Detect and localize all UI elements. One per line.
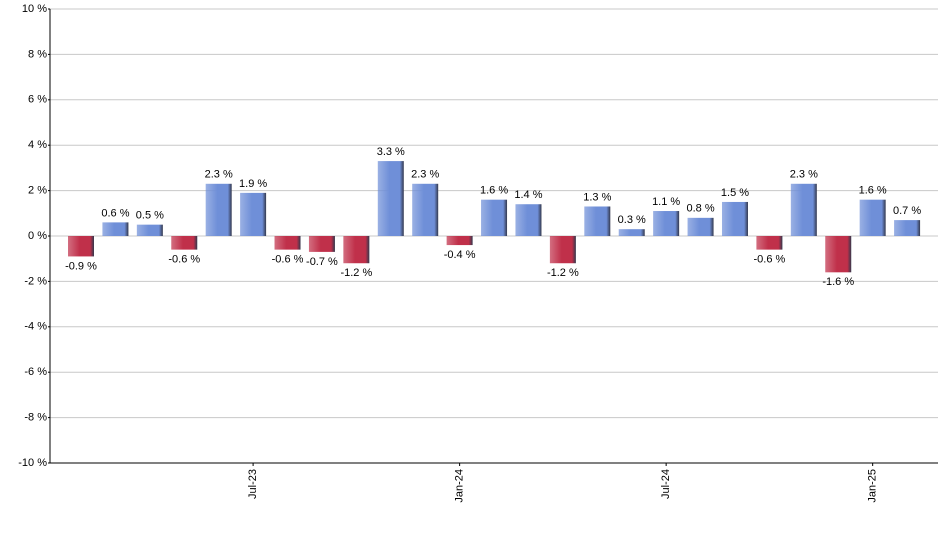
bar: [618, 229, 645, 236]
value-label: -0.9 %: [65, 260, 97, 272]
value-label: 1.1 %: [652, 196, 680, 208]
value-label: 1.6 %: [480, 185, 508, 197]
bar: [68, 236, 94, 257]
y-tick-label: 6 %: [28, 94, 47, 106]
bar: [308, 236, 335, 252]
bar: [412, 183, 439, 236]
value-label: 2.3 %: [411, 169, 439, 181]
value-label: 1.3 %: [583, 191, 611, 203]
value-label: -0.4 %: [444, 249, 476, 261]
y-tick-label: 4 %: [28, 139, 47, 151]
value-label: 0.7 %: [893, 205, 921, 217]
value-label: 3.3 %: [377, 146, 405, 158]
y-tick-label: -2 %: [24, 275, 47, 287]
bar: [274, 236, 301, 250]
value-label: -0.6 %: [754, 254, 786, 266]
value-label: 2.3 %: [205, 169, 233, 181]
y-tick-label: 0 %: [28, 230, 47, 242]
y-tick-label: -8 %: [24, 412, 47, 424]
value-label: -0.6 %: [168, 254, 200, 266]
bar: [343, 236, 370, 264]
value-label: 0.6 %: [101, 207, 129, 219]
bar: [653, 211, 680, 236]
bar: [515, 204, 542, 236]
bar: [136, 224, 163, 236]
bar: [790, 183, 817, 236]
y-tick-label: -10 %: [18, 457, 47, 469]
bar: [171, 236, 198, 250]
value-label: -1.2 %: [547, 267, 579, 279]
bar: [584, 206, 611, 236]
bar: [687, 217, 714, 236]
value-label: 1.4 %: [514, 189, 542, 201]
x-tick-label: Jul-23: [247, 469, 259, 499]
bar: [859, 199, 886, 236]
y-tick-label: -6 %: [24, 366, 47, 378]
bar: [102, 222, 129, 236]
bar: [205, 183, 232, 236]
y-tick-label: 8 %: [28, 48, 47, 60]
value-label: 1.5 %: [721, 187, 749, 199]
value-label: -1.6 %: [822, 276, 854, 288]
bar: [446, 236, 473, 246]
value-label: 0.5 %: [136, 210, 164, 222]
value-label: 0.3 %: [618, 214, 646, 226]
value-label: 2.3 %: [790, 169, 818, 181]
value-label: 0.8 %: [686, 203, 714, 215]
y-tick-label: -4 %: [24, 321, 47, 333]
bar: [240, 192, 267, 236]
y-tick-label: 10 %: [22, 3, 47, 15]
bar: [549, 236, 576, 264]
bar: [481, 199, 508, 236]
bar: [825, 236, 852, 273]
value-label: 1.9 %: [239, 178, 267, 190]
x-tick-label: Jan-25: [867, 469, 879, 503]
value-label: -0.6 %: [272, 254, 304, 266]
value-label: -0.7 %: [306, 256, 338, 268]
y-tick-label: 2 %: [28, 185, 47, 197]
value-label: -1.2 %: [340, 267, 372, 279]
bar: [894, 220, 921, 236]
bar: [721, 201, 748, 236]
bar: [756, 236, 783, 250]
x-tick-label: Jan-24: [454, 469, 466, 503]
value-label: 1.6 %: [859, 185, 887, 197]
x-tick-label: Jul-24: [660, 469, 672, 499]
bar: [377, 161, 404, 236]
